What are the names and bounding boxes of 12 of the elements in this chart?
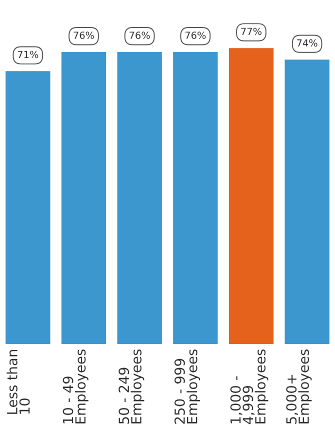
x-tick-label: Less than 10 (6, 350, 30, 414)
data-label: 76% (130, 32, 150, 39)
x-tick-label: 10 - 49 Employees (62, 349, 88, 424)
x-tick-label: 50 - 249 Employees (118, 349, 144, 424)
data-label: 77% (241, 28, 262, 36)
x-tick-label: 250 - 999 Employees (174, 349, 200, 424)
data-label: 74% (297, 39, 318, 47)
data-label: 76% (74, 32, 94, 39)
data-label: 76% (185, 32, 206, 39)
data-label: 71% (18, 50, 38, 58)
x-tick-label: 1,000 - 4,999 Employees (230, 349, 268, 424)
x-tick-label: 5,000+ Employees (286, 349, 312, 424)
